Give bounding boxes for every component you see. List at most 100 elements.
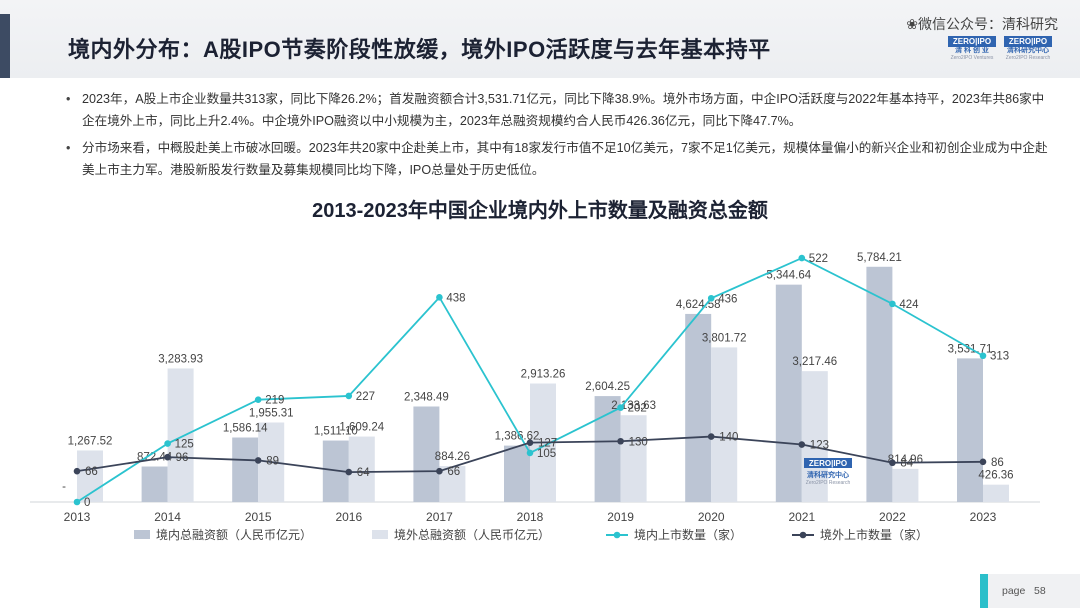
domestic-count-label: 202	[628, 403, 647, 415]
overseas-count-point	[526, 439, 534, 446]
overseas-count-label: 84	[900, 458, 913, 470]
bar-overseas-financing	[620, 415, 647, 502]
x-tick-label: 2022	[879, 510, 906, 524]
overseas-count-label: 64	[357, 467, 370, 479]
wechat-watermark: ❀微信公众号：清科研究	[906, 14, 1058, 34]
overseas-count-point	[617, 437, 624, 445]
domestic-count-point	[345, 392, 353, 400]
x-tick-label: 2019	[607, 510, 634, 524]
legend-swatch-dot	[613, 531, 621, 539]
bar-label-domestic: 1,511.10	[314, 426, 358, 438]
bar-label-domestic: 2,604.25	[585, 381, 630, 393]
bar-label-overseas: 3,801.72	[702, 332, 747, 344]
header-band	[0, 0, 1080, 78]
bar-label-domestic: 5,784.21	[857, 252, 902, 264]
domestic-count-point	[617, 404, 624, 411]
overseas-count-point	[707, 433, 715, 440]
bar-overseas-financing	[167, 368, 194, 502]
bar-overseas-financing	[711, 347, 738, 502]
bar-label-overseas: 3,283.93	[158, 353, 203, 365]
bar-label-overseas: 426.36	[978, 470, 1013, 482]
domestic-count-label: 219	[265, 395, 284, 407]
bar-domestic-financing	[413, 406, 440, 502]
domestic-count-label: 313	[990, 351, 1009, 363]
legend-swatch	[134, 530, 150, 539]
domestic-count-point	[254, 396, 262, 403]
domestic-count-point	[436, 294, 443, 301]
wechat-icon: ❀	[906, 16, 918, 32]
bar-domestic-financing	[141, 466, 168, 502]
overseas-count-label: 96	[176, 452, 189, 464]
domestic-count-point	[526, 449, 534, 457]
overseas-count-label: 123	[810, 440, 829, 452]
overseas-count-point	[345, 468, 353, 476]
domestic-count-label: 125	[175, 439, 194, 451]
domestic-count-label: 105	[537, 448, 556, 460]
bar-label-domestic: 3,531.71	[948, 343, 993, 355]
domestic-count-point	[73, 498, 81, 506]
overseas-count-label: 89	[266, 455, 279, 467]
bar-label-overseas: 884.26	[435, 451, 470, 463]
bullet-market-breakdown: 分市场来看，中概股赴美上市破冰回暖。2023年共20家中企赴美上市，其中有18家…	[64, 137, 1054, 181]
overseas-count-label: 66	[85, 466, 98, 478]
overseas-count-point	[436, 467, 443, 475]
x-tick-label: 2016	[335, 510, 362, 524]
x-tick-label: 2023	[970, 510, 997, 524]
chart-logo-text: ZERO|IPO	[809, 459, 847, 468]
x-tick-label: 2021	[788, 510, 815, 524]
bar-label-domestic: 5,344.64	[766, 270, 811, 282]
domestic-count-point	[979, 352, 987, 360]
bar-label-domestic: 2,348.49	[404, 391, 449, 403]
page-title: 境内外分布：A股IPO节奏阶段性放缓，境外IPO活跃度与去年基本持平	[68, 37, 771, 62]
chart-logo-sub: Zero2IPO Research	[806, 480, 851, 486]
summary-bullets: 2023年，A股上市企业数量共313家，同比下降26.2%；首发融资额合计3,5…	[64, 88, 1054, 186]
bar-label-domestic: 4,624.58	[676, 299, 721, 311]
bar-label-overseas: 2,913.26	[521, 369, 566, 381]
footer-accent	[980, 574, 988, 608]
overseas-count-point	[254, 457, 262, 464]
domestic-count-point	[889, 300, 896, 308]
bar-domestic-financing	[957, 358, 983, 502]
legend-label: 境外总融资额（人民币亿元）	[394, 527, 550, 542]
x-tick-label: 2018	[517, 510, 544, 524]
accent-bar	[0, 14, 10, 78]
chart-title: 2013-2023年中国企业境内外上市数量及融资总金额	[312, 200, 768, 222]
bar-domestic-financing	[775, 284, 802, 502]
overseas-count-point	[979, 458, 987, 466]
bar-overseas-financing	[348, 436, 375, 502]
bar-overseas-financing	[983, 484, 1009, 502]
domestic-count-label: 227	[356, 391, 375, 403]
page-number: 58	[1034, 585, 1046, 597]
x-tick-label: 2020	[698, 510, 725, 524]
chart-logo-bar	[804, 458, 852, 468]
bullet-domestic-overseas: 2023年，A股上市企业数量共313家，同比下降26.2%；首发融资额合计3,5…	[64, 88, 1054, 132]
bar-overseas-financing	[439, 466, 466, 502]
domestic-count-label: 438	[446, 292, 465, 304]
bar-label-overseas: 3,217.46	[792, 356, 837, 368]
overseas-count-label: 66	[447, 466, 460, 478]
overseas-count-label: 86	[991, 457, 1004, 469]
overseas-count-point	[798, 441, 806, 448]
overseas-count-point	[164, 453, 171, 461]
x-tick-label: 2017	[426, 510, 453, 524]
bar-domestic-financing	[504, 445, 530, 502]
x-tick-label: 2013	[64, 510, 91, 524]
bar-overseas-financing	[801, 371, 828, 502]
bar-label-domestic: 1,586.14	[223, 422, 268, 434]
legend-swatch	[372, 530, 388, 539]
page-label: page	[1002, 585, 1026, 597]
legend-label: 境内上市数量（家）	[634, 527, 742, 542]
zero2ipo-ventures-logo: ZERO|IPO 清 科 创 业 Zero2IPO Ventures	[948, 36, 996, 61]
zero2ipo-research-logo: ZERO|IPO 清科研究中心 Zero2IPO Research	[1004, 36, 1052, 61]
bar-label-overseas: 1,609.24	[339, 422, 384, 434]
bar-label-overseas: 1,267.52	[68, 435, 113, 447]
overseas-count-point	[889, 459, 896, 467]
bar-label-domestic: -	[62, 481, 66, 493]
domestic-count-label: 0	[84, 497, 90, 509]
domestic-count-label: 424	[899, 299, 919, 311]
legend-label: 境外上市数量（家）	[820, 527, 928, 542]
domestic-count-label: 522	[809, 253, 828, 265]
bar-overseas-financing	[892, 468, 919, 502]
bar-domestic-financing	[866, 266, 893, 502]
